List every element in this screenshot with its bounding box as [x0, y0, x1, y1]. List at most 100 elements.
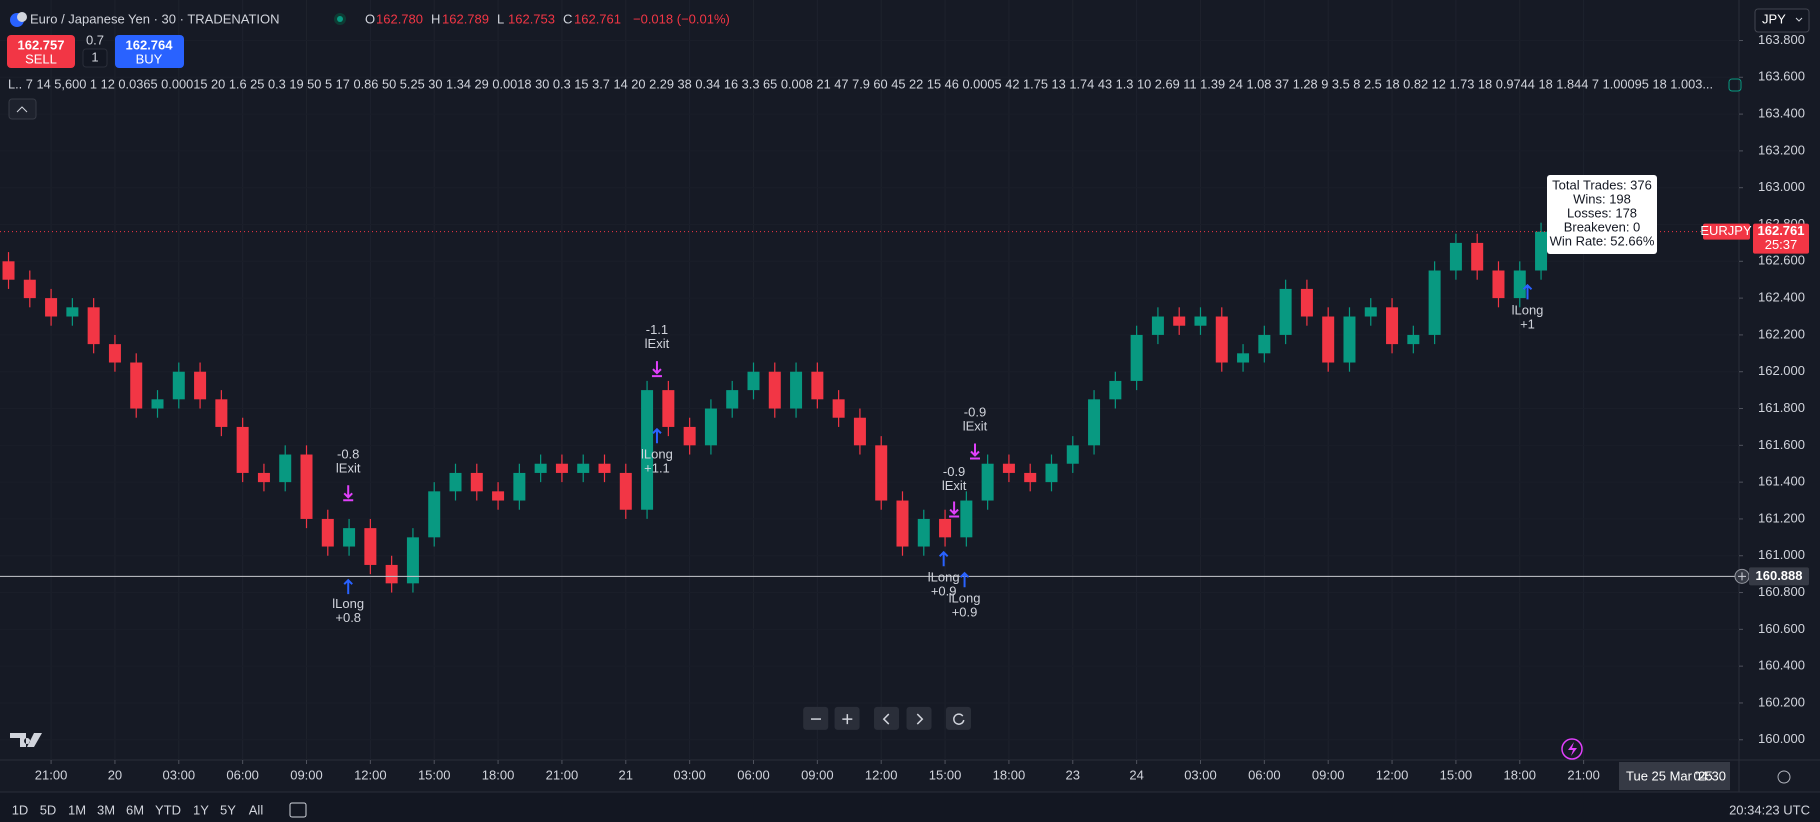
y-tick-label: 163.000: [1758, 179, 1805, 194]
countdown-text: 25:37: [1765, 237, 1798, 252]
candle-body: [747, 371, 760, 391]
sell-button[interactable]: [7, 35, 75, 68]
long-arrow: [938, 550, 949, 567]
candle-body: [151, 399, 164, 409]
y-tick-label: 160.000: [1758, 731, 1805, 746]
ohlc-key: O: [365, 11, 375, 26]
ohlc-value: 162.753: [508, 11, 555, 26]
range-button[interactable]: 1M: [68, 802, 86, 817]
candle-body: [662, 390, 675, 427]
exit-arrow: [949, 501, 960, 518]
long-arrow: [652, 427, 662, 444]
stats-line: Breakeven: 0: [1564, 219, 1641, 234]
x-tick-label: 21:00: [546, 767, 579, 782]
candle-body: [130, 362, 143, 409]
x-tick-label: 03:00: [673, 767, 706, 782]
chart-control[interactable]: [906, 706, 932, 730]
x-tick-label: 09:00: [801, 767, 834, 782]
candle-body: [1535, 231, 1548, 271]
x-tick-label: 21:00: [35, 767, 68, 782]
currency-text: JPY: [1762, 11, 1786, 26]
symbol-title: Euro / Japanese Yen · 30 · TRADENATION: [30, 11, 280, 26]
y-tick-label: 162.400: [1758, 290, 1805, 305]
signal-text: lLong: [641, 446, 673, 461]
long-arrow: [343, 578, 353, 595]
candle-body: [726, 390, 739, 409]
ohlc-key: L: [497, 11, 504, 26]
chart-control-icon: [916, 713, 924, 725]
signal-text: lExit: [645, 336, 670, 351]
stats-line: Wins: 198: [1573, 191, 1631, 206]
candle-body: [45, 298, 58, 317]
y-tick-label: 161.600: [1758, 437, 1805, 452]
long-arrow: [1522, 283, 1533, 300]
chart-control[interactable]: [874, 706, 900, 730]
candle-body: [790, 371, 803, 409]
collapse-button[interactable]: [8, 98, 37, 120]
range-button[interactable]: 1D: [12, 802, 29, 817]
y-tick-label: 163.800: [1758, 32, 1805, 47]
x-tick-label: 09:00: [290, 767, 323, 782]
crosshair-tag: [1749, 567, 1809, 586]
last-price-tag: [1753, 223, 1809, 254]
chart-control-icon: [882, 713, 890, 725]
chart-control[interactable]: [945, 706, 971, 730]
range-button[interactable]: All: [249, 802, 264, 817]
candle-body: [1513, 270, 1526, 299]
x-tick-label: 03:00: [163, 767, 196, 782]
candle-body: [1045, 463, 1058, 483]
indicator-settings[interactable]: [1728, 78, 1742, 92]
range-button[interactable]: 5D: [40, 802, 57, 817]
candle-body: [641, 390, 654, 510]
signal-text: lLong: [928, 569, 960, 584]
candle-body: [2, 261, 15, 280]
collapse-icon: [16, 106, 28, 113]
y-tick-label: 163.200: [1758, 142, 1805, 157]
qty-box[interactable]: [82, 48, 108, 68]
candle-body: [1024, 472, 1037, 483]
crosshair-plus-icon: [1738, 572, 1746, 581]
range-button[interactable]: 3M: [97, 802, 115, 817]
x-tick-label: 15:00: [1440, 767, 1473, 782]
candle-body: [1279, 288, 1292, 335]
exit-arrow: [970, 443, 980, 460]
candle-body: [194, 371, 207, 400]
candle-body: [406, 537, 419, 584]
candle-body: [87, 307, 100, 345]
signal-text: lExit: [942, 478, 967, 493]
candle-body: [1343, 316, 1356, 363]
buy-button[interactable]: [115, 35, 184, 68]
stats-line: Win Rate: 52.66%: [1550, 233, 1655, 248]
ohlc-value: 162.761: [574, 11, 621, 26]
market-status-dot: [337, 16, 343, 22]
currency-select[interactable]: [1754, 8, 1810, 33]
last-price-text: 162.761: [1758, 223, 1805, 238]
candle-body: [492, 491, 505, 501]
candle-body: [470, 472, 483, 492]
candle-body: [257, 472, 270, 483]
candle-body: [832, 399, 845, 418]
stats-line: Losses: 178: [1567, 205, 1637, 220]
candle-body: [811, 371, 824, 400]
qty: 1: [91, 49, 98, 64]
x-tick-label: 18:00: [993, 767, 1026, 782]
y-tick-label: 161.400: [1758, 474, 1805, 489]
x-tick-label: 06:00: [1248, 767, 1281, 782]
candle-body: [1364, 307, 1377, 317]
date-range-icon[interactable]: [289, 802, 307, 818]
x-tick-label: 18:00: [482, 767, 515, 782]
x-tick-label: 12:00: [1376, 767, 1409, 782]
range-button[interactable]: 5Y: [220, 802, 236, 817]
candle-body: [1471, 242, 1484, 271]
candle-body: [321, 518, 334, 547]
buy-label: BUY: [136, 51, 163, 66]
range-button[interactable]: 6M: [126, 802, 144, 817]
ohlc-change: −0.018 (−0.01%): [633, 11, 730, 26]
signal-text: lLong: [332, 596, 364, 611]
axis-settings[interactable]: [1777, 770, 1791, 784]
range-button[interactable]: 1Y: [193, 802, 209, 817]
candle-body: [1237, 353, 1250, 363]
range-button[interactable]: YTD: [155, 802, 181, 817]
y-tick-label: 161.200: [1758, 510, 1805, 525]
